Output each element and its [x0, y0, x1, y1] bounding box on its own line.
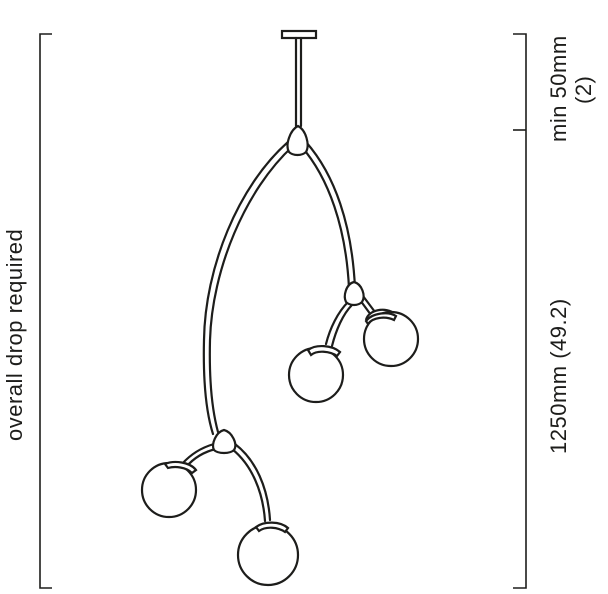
globe-upper-right	[362, 308, 420, 368]
min-ceiling-label: min 50mm	[546, 35, 571, 142]
globe-middle	[287, 345, 345, 404]
overall-drop-bracket	[39, 33, 52, 589]
ceiling-canopy	[280, 29, 318, 128]
right-joint	[343, 280, 365, 307]
arm-joints	[212, 124, 365, 455]
top-joint	[286, 124, 309, 157]
pendant-arms	[180, 140, 377, 523]
lower-joint	[212, 428, 237, 455]
min-ceiling-inch-label: (2)	[571, 76, 596, 104]
globe-shades	[140, 308, 420, 587]
drop-length-label: 1250mm (49.2)	[546, 298, 571, 454]
globe-bottom	[236, 521, 300, 587]
drop-dimension-bracket	[513, 33, 527, 589]
globe-lower-left	[140, 460, 198, 519]
overall-drop-label: overall drop required	[2, 229, 27, 441]
